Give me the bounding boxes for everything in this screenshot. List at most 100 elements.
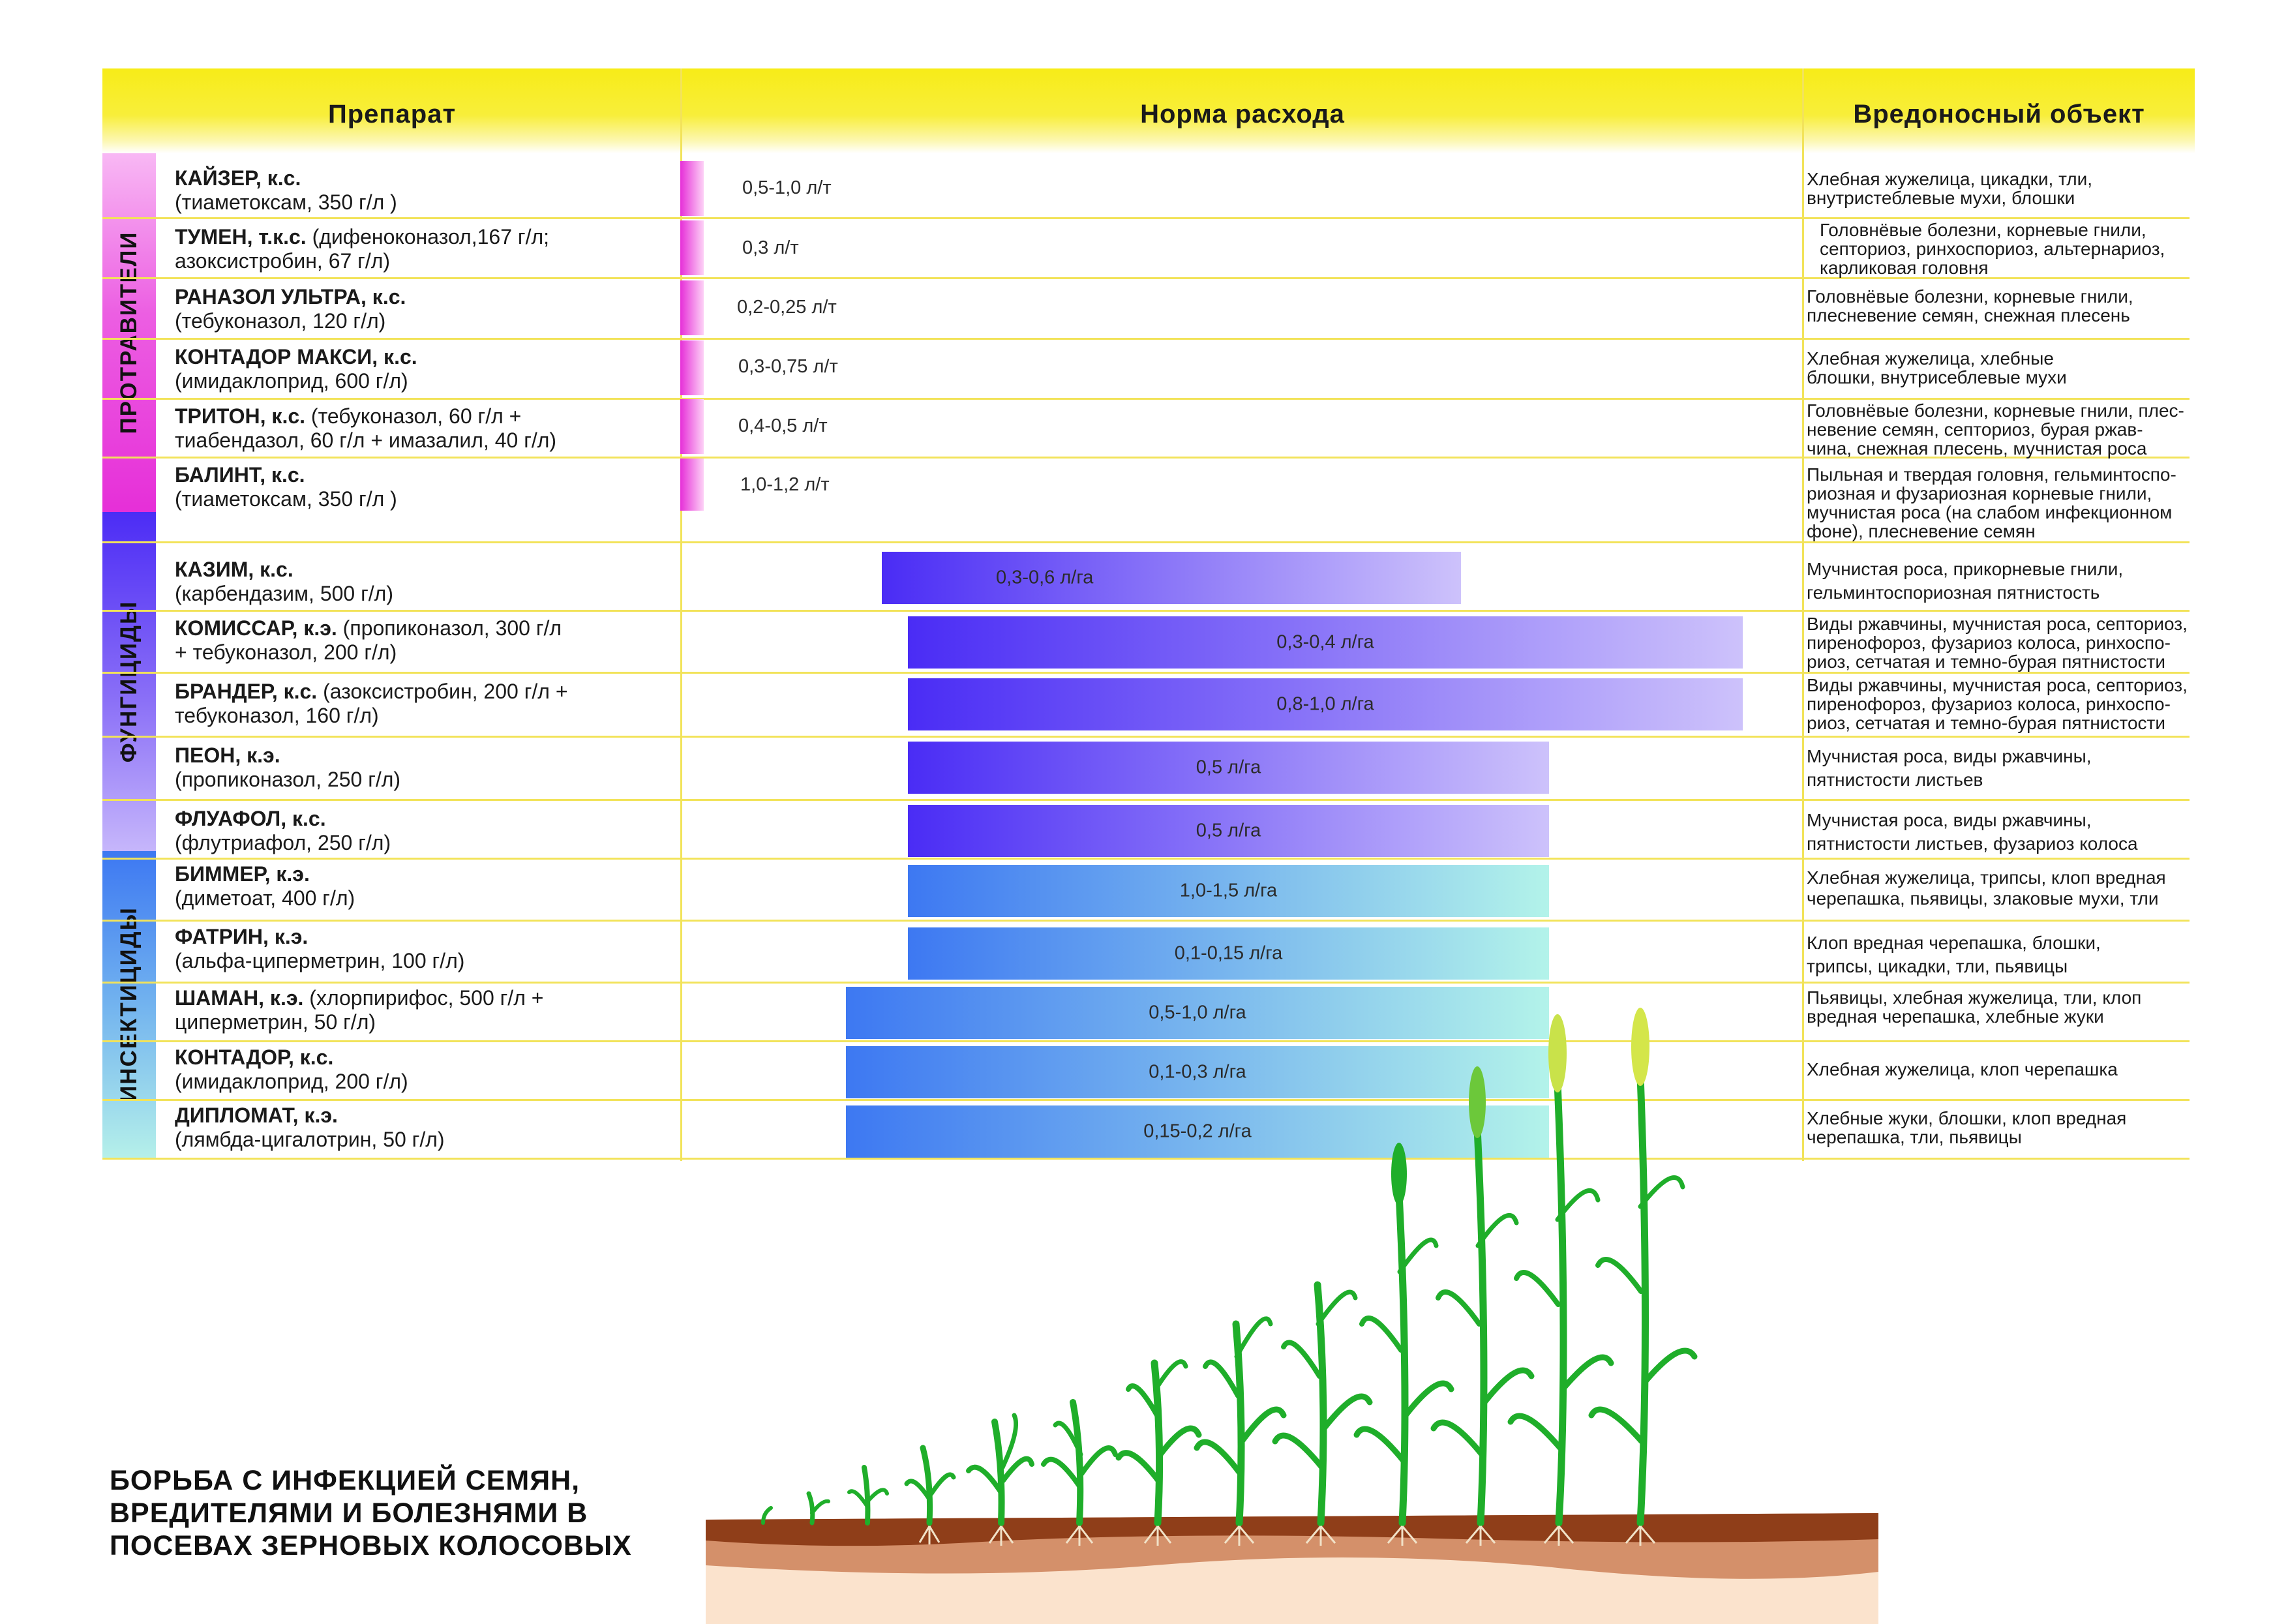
divider-rate-target [1802, 68, 1804, 1161]
product-ingredient: (тебуконазол, 120 г/л) [175, 309, 386, 333]
product-row-5: БАЛИНТ, к.с. (тиаметоксам, 350 г/л ) [175, 463, 670, 511]
product-row-6: КАЗИМ, к.с. (карбендазим, 500 г/л) [175, 558, 670, 606]
product-detail: (дифеноконазол,167 г/л; [306, 225, 550, 248]
rate-label: 1,0-1,5 л/га [1179, 880, 1278, 901]
target-line: плесневение семян, снежная плесень [1807, 305, 2130, 325]
target-line: Головнёвые болезни, корневые гнили, [1820, 220, 2146, 240]
target-line: мучнистая роса (на слабом инфекционном [1807, 502, 2173, 522]
target-line: Хлебная жужелица, трипсы, клоп вредная [1807, 867, 2166, 888]
target-line: риоз, сетчатая и темно-бурая пятнистости [1807, 713, 2166, 733]
target-line: пятнистости листьев, фузариоз колоса [1807, 834, 2138, 854]
product-row-13: ШАМАН, к.э. (хлорпирифос, 500 г/л + ципе… [175, 986, 670, 1034]
product-name: БРАНДЕР, к.с. [175, 680, 318, 703]
product-name: ТУМЕН, т.к.с. [175, 225, 307, 248]
category-fungicides: ФУНГИЦИДЫ [102, 512, 156, 851]
product-ingredient: (карбендазим, 500 г/л) [175, 582, 393, 605]
row-divider [102, 1099, 2190, 1101]
row-divider [102, 799, 2190, 801]
title-line: БОРЬБА С ИНФЕКЦИЕЙ СЕМЯН, [110, 1465, 580, 1496]
target-cell-1: Головнёвые болезни, корневые гнили, септ… [1820, 220, 2276, 277]
product-row-4: ТРИТОН, к.с. (тебуконазол, 60 г/л + тиаб… [175, 404, 670, 453]
rate-label: 0,3-0,4 л/га [1276, 631, 1374, 653]
row-divider [102, 858, 2190, 860]
target-cell-9: Мучнистая роса, виды ржавчины, пятнистос… [1807, 745, 2263, 792]
product-name: КОНТАДОР, к.с. [175, 1045, 334, 1069]
target-line: трипсы, цикадки, тли, пьявицы [1807, 956, 2068, 976]
product-ingredient: тебуконазол, 160 г/л) [175, 704, 379, 727]
target-cell-13: Пьявицы, хлебная жужелица, тли, клоп вре… [1807, 988, 2263, 1026]
row-divider [102, 338, 2190, 340]
row-divider [102, 982, 2190, 984]
row-divider [102, 1158, 2190, 1160]
product-row-7: КОМИССАР, к.э. (пропиконазол, 300 г/л + … [175, 616, 670, 665]
rate-bar: 0,1-0,3 л/га [846, 1046, 1549, 1098]
product-name: БИММЕР, к.э. [175, 862, 310, 886]
target-cell-11: Хлебная жужелица, трипсы, клоп вредная ч… [1807, 867, 2263, 909]
rate-label: 0,8-1,0 л/га [1276, 693, 1374, 715]
wheat-growth-illustration [706, 1008, 1878, 1624]
product-detail: (тебуконазол, 60 г/л + [305, 404, 522, 428]
product-name: КАЙЗЕР, к.с. [175, 166, 301, 190]
soil-layers [706, 1513, 1878, 1624]
target-line: септориоз, ринхоспориоз, альтернариоз, [1820, 239, 2165, 259]
target-line: внутристеблевые мухи, блошки [1807, 188, 2075, 208]
wheat-plants [761, 1072, 1698, 1527]
target-line: пиренофороз, фузариоз колоса, ринхоспо- [1807, 694, 2171, 714]
rate-label: 0,5 л/га [1196, 757, 1261, 778]
target-cell-7: Виды ржавчины, мучнистая роса, септориоз… [1807, 614, 2263, 671]
target-cell-8: Виды ржавчины, мучнистая роса, септориоз… [1807, 676, 2263, 732]
header-rate: Норма расхода [682, 68, 1803, 153]
rate-bar: 1,0-1,5 л/га [908, 865, 1549, 917]
rate-bar: 0,5 л/га [908, 805, 1549, 857]
rate-bar: 0,1-0,15 л/га [908, 927, 1549, 980]
product-ingredient: (пропиконазол, 250 г/л) [175, 768, 401, 791]
target-cell-4: Головнёвые болезни, корневые гнили, плес… [1807, 401, 2263, 458]
target-line: невение семян, септориоз, бурая ржав- [1807, 419, 2143, 440]
target-line: риозная и фузариозная корневые гнили, [1807, 483, 2152, 504]
product-row-15: ДИПЛОМАТ, к.э. (лямбда-цигалотрин, 50 г/… [175, 1104, 670, 1152]
category-seed-treatments: ПРОТРАВИТЕЛИ [102, 153, 156, 512]
title-line: ПОСЕВАХ ЗЕРНОВЫХ КОЛОСОВЫХ [110, 1530, 632, 1561]
product-name: КОМИССАР, к.э. [175, 616, 337, 640]
poster-title: БОРЬБА С ИНФЕКЦИЕЙ СЕМЯН, ВРЕДИТЕЛЯМИ И … [110, 1464, 632, 1562]
target-line: Головнёвые болезни, корневые гнили, плес… [1807, 400, 2184, 421]
target-cell-5: Пыльная и твердая головня, гельминтоспо-… [1807, 465, 2263, 541]
product-name: ТРИТОН, к.с. [175, 404, 306, 428]
rate-bar [680, 399, 704, 454]
target-line: Хлебная жужелица, хлебные [1807, 348, 2054, 368]
rate-bar [680, 340, 704, 395]
target-line: Мучнистая роса, прикорневые гнили, [1807, 559, 2124, 579]
product-ingredient: (лямбда-цигалотрин, 50 г/л) [175, 1128, 445, 1151]
header-product-label: Препарат [327, 100, 457, 128]
target-line: пятнистости листьев [1807, 770, 1983, 790]
wheat-ears [1391, 1008, 1649, 1205]
product-ingredient: (тиаметоксам, 350 г/л ) [175, 487, 397, 511]
target-line: пиренофороз, фузариоз колоса, ринхоспо- [1807, 633, 2171, 653]
target-cell-14: Хлебная жужелица, клоп черепашка [1807, 1060, 2263, 1079]
target-line: Мучнистая роса, виды ржавчины, [1807, 746, 2092, 766]
product-detail: (хлорпирифос, 500 г/л + [303, 986, 544, 1010]
product-ingredient: (флутриафол, 250 г/л) [175, 831, 391, 854]
rate-label: 0,1-0,3 л/га [1149, 1061, 1246, 1083]
product-row-1: ТУМЕН, т.к.с. (дифеноконазол,167 г/л; аз… [175, 225, 670, 273]
rate-bar: 0,15-0,2 л/га [846, 1105, 1549, 1158]
product-row-8: БРАНДЕР, к.с. (азоксистробин, 200 г/л + … [175, 680, 670, 728]
target-line: вредная черепашка, хлебные жуки [1807, 1006, 2104, 1027]
target-line: Хлебная жужелица, клоп черепашка [1807, 1059, 2118, 1079]
rate-label: 0,2-0,25 л/т [737, 297, 837, 318]
header-target: Вредоносный объект [1803, 68, 2195, 153]
product-ingredient: (диметоат, 400 г/л) [175, 886, 355, 910]
row-divider [102, 457, 2190, 459]
target-cell-3: Хлебная жужелица, хлебные блошки, внутри… [1807, 349, 2263, 387]
product-name: КАЗИМ, к.с. [175, 558, 294, 581]
product-ingredient: тиабендазол, 60 г/л + имазалил, 40 г/л) [175, 429, 557, 452]
product-detail: (пропиконазол, 300 г/л [337, 616, 562, 640]
target-line: черепашка, пьявицы, злаковые мухи, тли [1807, 888, 2159, 909]
header-product: Препарат [102, 68, 682, 153]
rate-bar [680, 220, 704, 275]
rate-label: 1,0-1,2 л/т [740, 474, 830, 495]
product-row-11: БИММЕР, к.э. (диметоат, 400 г/л) [175, 862, 670, 910]
row-divider [102, 277, 2190, 279]
product-row-10: ФЛУАФОЛ, к.с. (флутриафол, 250 г/л) [175, 807, 670, 855]
target-line: черепашка, тли, пьявицы [1807, 1127, 2022, 1147]
